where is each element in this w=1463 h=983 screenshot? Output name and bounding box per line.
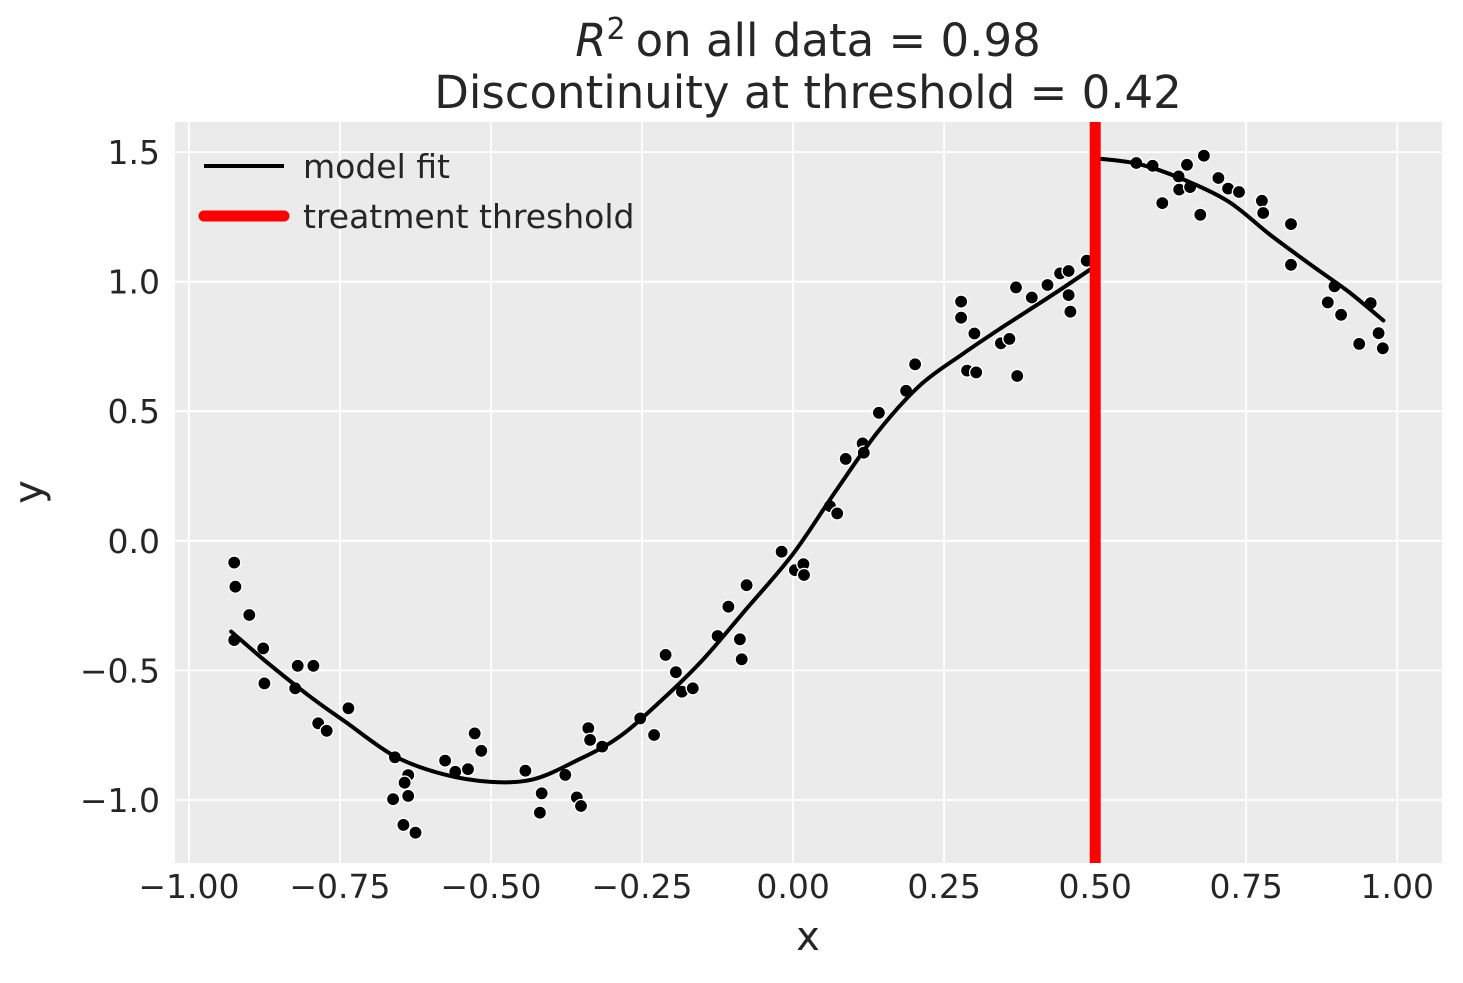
data-point: [1371, 325, 1386, 341]
x-tick-label-−0.25: −0.25: [591, 867, 692, 906]
data-point: [573, 798, 589, 814]
data-point: [1040, 277, 1055, 293]
data-point: [1196, 148, 1212, 163]
chart-title-line2: Discontinuity at threshold = 0.42: [434, 66, 1182, 119]
data-point: [907, 356, 923, 372]
data-point: [968, 365, 984, 380]
data-point: [953, 294, 969, 309]
data-point: [685, 681, 701, 696]
y-tick-labels: 1.5 1.0 0.5 0.0 −0.5 −1.0: [80, 133, 160, 820]
x-axis-label: x: [796, 914, 820, 960]
data-point: [1155, 195, 1170, 211]
data-point: [1255, 205, 1271, 221]
y-tick-label-−0.5: −0.5: [80, 651, 160, 690]
data-point: [721, 599, 736, 615]
data-point: [1024, 290, 1040, 305]
legend: model fit treatment threshold: [198, 147, 634, 236]
data-point: [290, 658, 306, 674]
data-point: [1063, 304, 1078, 320]
data-point: [1061, 287, 1076, 303]
data-point: [518, 763, 533, 779]
x-tick-label-−1.00: −1.00: [138, 867, 239, 906]
data-point: [467, 726, 483, 741]
data-point: [437, 753, 453, 768]
title-line1-rest: on all data = 0.98: [636, 14, 1041, 67]
data-point: [829, 506, 845, 521]
data-point: [1351, 336, 1367, 352]
x-tick-label-0.50: 0.50: [1058, 867, 1131, 906]
data-point: [1002, 331, 1017, 347]
data-point: [534, 786, 550, 801]
data-point: [734, 652, 750, 667]
data-point: [319, 723, 335, 739]
title-math-sup: 2: [607, 12, 626, 47]
model-fit-curve: [229, 156, 1386, 785]
data-point: [646, 727, 662, 743]
data-point: [1231, 184, 1247, 200]
data-point: [1211, 170, 1226, 186]
data-point: [396, 817, 411, 833]
data-point: [732, 632, 748, 647]
data-point: [532, 805, 548, 821]
data-point: [1008, 280, 1024, 295]
chart-title-line1: R2 on all data = 0.98: [575, 12, 1041, 67]
data-point: [953, 310, 969, 326]
x-tick-label-0.75: 0.75: [1209, 867, 1282, 906]
plot-area: [175, 122, 1442, 863]
x-tick-label-−0.50: −0.50: [440, 867, 541, 906]
x-tick-label-0.00: 0.00: [756, 867, 829, 906]
y-tick-label-−1.0: −1.0: [80, 781, 160, 820]
data-point: [581, 720, 596, 736]
data-point: [796, 567, 812, 583]
data-point: [1254, 193, 1270, 209]
data-point: [228, 579, 243, 595]
data-point: [397, 775, 412, 791]
data-point: [967, 326, 982, 341]
model-fit-segment-right: [1096, 156, 1386, 323]
data-point: [257, 676, 272, 691]
data-point: [255, 641, 271, 656]
x-tick-label-−0.75: −0.75: [289, 867, 390, 906]
data-point: [226, 555, 242, 570]
data-point: [473, 743, 489, 759]
legend-threshold-label: treatment threshold: [303, 197, 634, 236]
data-point: [408, 825, 423, 841]
title-math-r: R: [575, 14, 606, 67]
data-point: [385, 791, 401, 807]
data-point: [871, 405, 887, 421]
data-point: [1320, 295, 1336, 310]
data-point: [1333, 307, 1349, 323]
data-point: [1375, 340, 1391, 356]
data-point: [739, 577, 754, 593]
data-point: [1193, 207, 1208, 223]
model-fit-segment-left: [229, 264, 1098, 785]
x-tick-labels: −1.00 −0.75 −0.50 −0.25 0.00 0.25 0.50 0.75 1.00: [138, 867, 1434, 906]
data-point: [658, 647, 673, 663]
data-point: [1061, 263, 1076, 279]
x-tick-label-1.00: 1.00: [1361, 867, 1434, 906]
data-point: [1283, 216, 1299, 232]
y-tick-label-0.0: 0.0: [108, 522, 160, 561]
data-point: [1009, 368, 1025, 384]
y-axis-label: y: [6, 480, 52, 504]
legend-model-fit-label: model fit: [303, 147, 450, 186]
y-tick-label-1.5: 1.5: [108, 133, 160, 172]
data-point: [341, 701, 356, 716]
data-point: [460, 761, 476, 777]
y-tick-label-1.0: 1.0: [108, 263, 160, 302]
x-tick-label-0.25: 0.25: [907, 867, 980, 906]
data-point: [306, 658, 321, 674]
data-point: [582, 732, 598, 748]
data-point: [774, 544, 789, 560]
data-point: [1179, 157, 1195, 173]
gridlines: [175, 122, 1442, 863]
data-point: [400, 788, 416, 804]
data-point: [241, 607, 257, 623]
y-tick-label-0.5: 0.5: [108, 392, 160, 431]
data-point: [1283, 257, 1299, 273]
data-point: [838, 451, 854, 467]
data-point: [668, 664, 684, 680]
